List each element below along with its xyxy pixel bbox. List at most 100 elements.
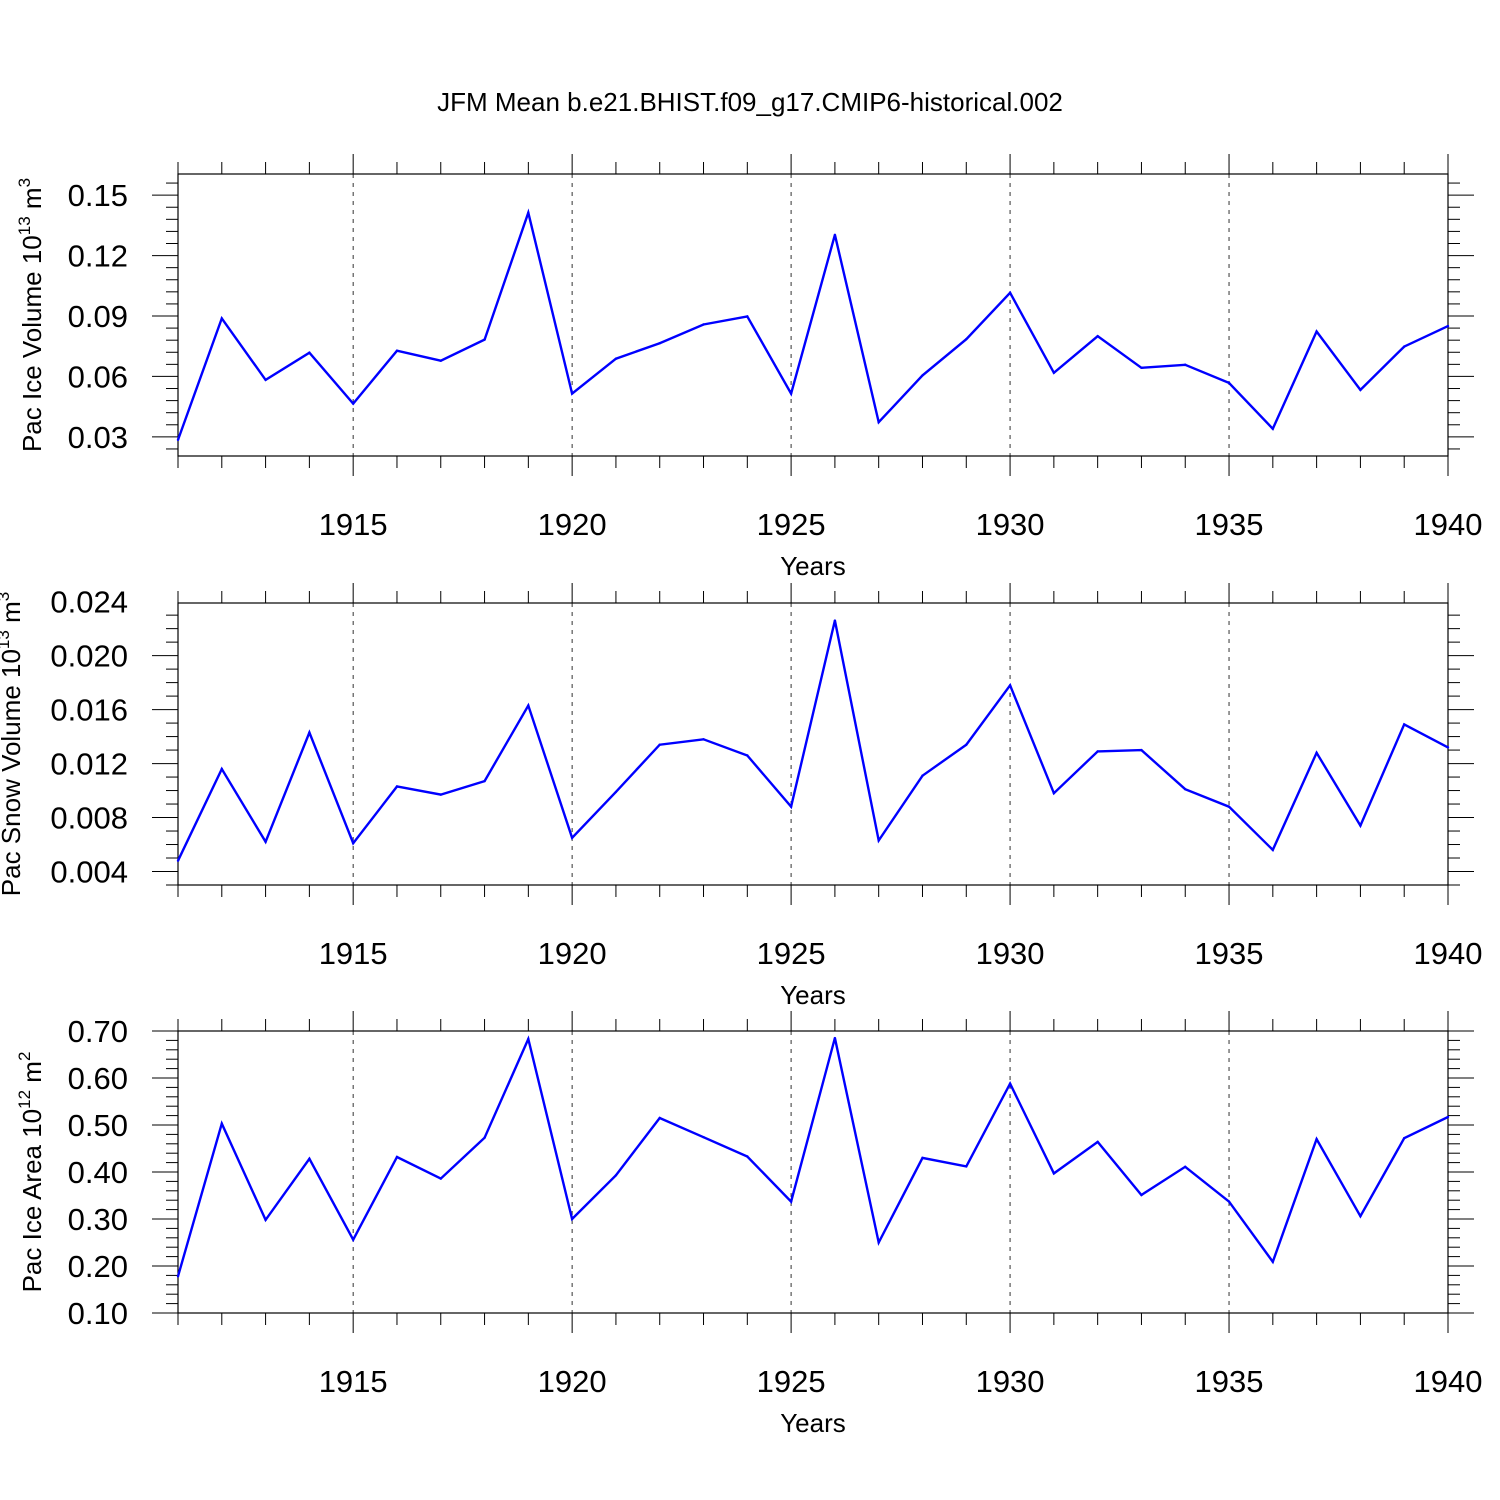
data-point [308,1157,311,1161]
data-point [1446,324,1450,328]
y-axis-title-exponent: 13 [0,630,13,649]
data-point [1008,291,1012,295]
grid-lines [352,1031,1230,1313]
x-tick-labels: 1915 1920 1925 1930 1935 1940 [319,1364,1483,1399]
x-tick-label: 1920 [538,507,607,542]
data-point [483,338,486,341]
data-point [1315,751,1318,754]
data-point [264,840,267,844]
data-point [965,743,968,746]
y-axis-title-unit-exponent: 2 [15,1052,34,1061]
data-point [1008,684,1012,687]
y-tick-labels: 0.03 0.06 0.09 0.12 0.15 [68,178,128,455]
data-point [833,619,837,622]
y-tick-label: 0.20 [68,1249,128,1284]
y-tick-label: 0.09 [68,299,128,334]
y-axis-title-exponent: 12 [15,1090,34,1109]
x-tick-label: 1930 [976,1364,1045,1399]
data-point [614,357,618,360]
series-line [176,620,1449,862]
data-point [1359,388,1362,392]
data-point [1052,792,1056,795]
data-point [1227,805,1231,808]
y-axis-title: Pac Ice Area 1012 m2 [15,1052,47,1293]
data-point [351,1238,355,1241]
y-tick-label: 0.50 [68,1108,128,1143]
data-point [1184,1165,1187,1169]
data-point [658,743,661,746]
data-point [1403,345,1406,348]
y-axis-title-main: Pac Ice Volume 10 [17,235,47,452]
y-tick-label: 0.016 [50,693,128,728]
data-point [1008,1082,1012,1085]
x-tick-label: 1920 [538,936,607,971]
y-axis-title-unit: m [17,187,47,216]
data-point [1403,723,1406,726]
x-tick-label: 1925 [757,507,826,542]
data-point [1315,330,1318,333]
data-point [789,392,793,395]
data-point [702,1136,705,1139]
data-point [1359,1214,1362,1218]
x-tick-label: 1940 [1414,1364,1483,1399]
y-tick-label: 0.40 [68,1155,128,1190]
x-tick-label: 1915 [319,507,388,542]
x-tick-labels: 1915 1920 1925 1930 1935 1940 [319,936,1483,971]
data-point [264,1218,267,1222]
y-tick-label: 0.30 [68,1202,128,1237]
data-point [1227,381,1231,385]
data-point [833,233,837,237]
y-tick-label: 0.012 [50,747,128,782]
panel-snow-volume: 1915 1920 1925 1930 1935 1940 0.004 0.00… [0,583,1482,1010]
data-point [570,836,574,839]
data-point [1446,1115,1450,1119]
y-tick-label: 0.004 [50,855,128,890]
x-tick-label: 1935 [1195,1364,1264,1399]
data-point [789,1200,793,1203]
data-point [877,839,880,842]
data-point [746,754,749,757]
data-point [439,1177,442,1180]
data-point [1446,746,1450,749]
data-point [658,1116,661,1120]
y-tick-labels: 0.004 0.008 0.012 0.016 0.020 0.024 [50,585,128,890]
x-tick-label: 1915 [319,1364,388,1399]
data-point [702,323,705,326]
data-point [220,1122,223,1125]
data-point [1052,1172,1056,1175]
data-point [1096,334,1099,338]
plot-frame [177,602,1449,886]
data-point [965,337,968,341]
data-point [439,359,442,362]
data-point [746,1155,749,1158]
y-axis-title: Pac Ice Volume 1013 m3 [15,178,47,452]
grid-lines [352,174,1230,456]
data-point [483,1136,486,1139]
data-point [395,1155,399,1159]
x-tick-label: 1925 [757,1364,826,1399]
data-point [1359,824,1362,827]
y-tick-labels: 0.10 0.20 0.30 0.40 0.50 0.60 0.70 [68,1014,128,1331]
x-axis-title: Years [780,551,846,581]
data-point [176,438,180,442]
data-point [351,402,355,405]
y-tick-label: 0.10 [68,1296,128,1331]
data-point [1096,750,1099,753]
y-axis-title-exponent: 13 [15,216,34,235]
y-axis-title-unit: m [0,601,26,630]
data-point [527,1037,530,1041]
data-point [1315,1137,1318,1141]
x-axis-title: Years [780,980,846,1010]
data-point [921,1156,924,1160]
data-point [1184,363,1187,366]
axis-ticks [152,583,1474,905]
x-tick-label: 1925 [757,936,826,971]
series-line [176,208,1449,441]
data-point [702,738,705,741]
data-point [570,1217,574,1221]
y-tick-label: 0.024 [50,585,128,620]
data-point [746,315,749,318]
data-point [395,785,399,788]
data-point [351,841,355,845]
x-tick-labels: 1915 1920 1925 1930 1935 1940 [319,507,1483,542]
